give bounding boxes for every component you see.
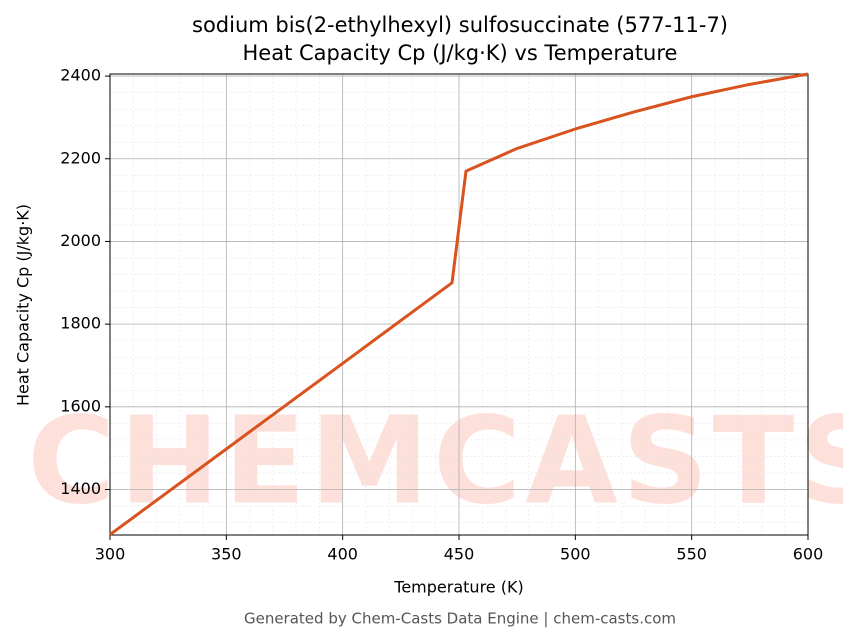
chart-title: sodium bis(2-ethylhexyl) sulfosuccinate … [192,13,728,37]
plot-frame [109,73,809,536]
y-tick-label: 2400 [60,66,101,85]
y-tick-label: 1800 [60,314,101,333]
x-tick-label: 550 [676,545,707,564]
x-tick-label: 300 [95,545,126,564]
y-axis-label: Heat Capacity Cp (J/kg·K) [14,204,33,406]
footer: Generated by Chem-Casts Data Engine | ch… [244,610,676,628]
data-line [109,72,809,536]
y-tick-label: 1600 [60,396,101,415]
y-tick-label: 2000 [60,231,101,250]
x-tick-label: 350 [211,545,242,564]
y-tick-label: 1400 [60,479,101,498]
x-tick-label: 500 [560,545,591,564]
x-tick-label: 400 [327,545,358,564]
x-tick-label: 600 [793,545,824,564]
watermark: CHEMCASTS [27,393,843,532]
chart-subtitle: Heat Capacity Cp (J/kg·K) vs Temperature [243,41,678,65]
x-tick-label: 450 [444,545,475,564]
x-axis-label: Temperature (K) [393,578,523,597]
y-tick-label: 2200 [60,148,101,167]
